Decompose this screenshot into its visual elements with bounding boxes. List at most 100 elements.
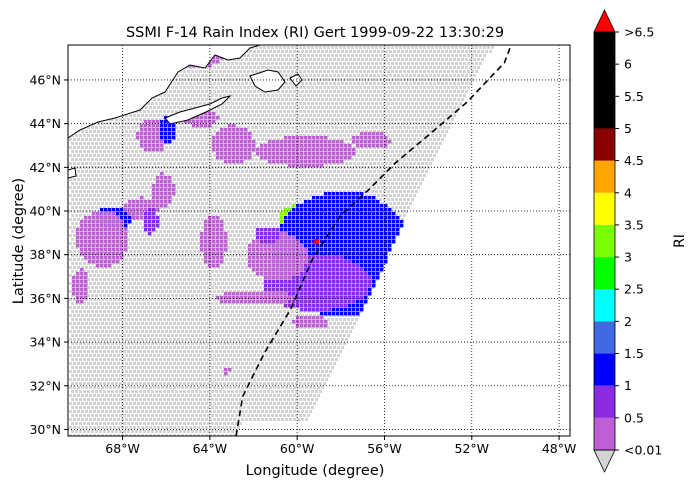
- swath-pixel: [359, 78, 362, 81]
- swath-pixel: [337, 154, 340, 157]
- swath-pixel: [203, 214, 206, 217]
- swath-pixel: [107, 126, 110, 129]
- swath-pixel: [343, 142, 346, 145]
- swath-pixel: [461, 90, 464, 93]
- swath-pixel: [279, 238, 282, 241]
- swath-pixel: [227, 174, 230, 177]
- swath-pixel: [169, 218, 172, 221]
- swath-pixel: [387, 206, 390, 209]
- swath-pixel: [275, 254, 278, 257]
- swath-pixel: [135, 222, 138, 225]
- swath-pixel: [297, 106, 300, 109]
- swath-pixel: [113, 154, 116, 157]
- swath-pixel: [79, 222, 82, 225]
- swath-pixel: [405, 130, 408, 133]
- swath-pixel: [307, 214, 310, 217]
- swath-pixel: [211, 190, 214, 193]
- swath-pixel: [247, 110, 250, 113]
- swath-pixel: [449, 66, 452, 69]
- swath-pixel: [99, 158, 102, 161]
- swath-pixel: [255, 62, 258, 65]
- swath-pixel: [185, 122, 188, 125]
- swath-pixel: [381, 250, 384, 253]
- swath-pixel: [363, 86, 366, 89]
- swath-pixel: [101, 154, 104, 157]
- swath-pixel: [95, 182, 98, 185]
- swath-pixel: [203, 126, 206, 129]
- swath-pixel: [437, 66, 440, 69]
- swath-pixel: [287, 118, 290, 121]
- swath-pixel: [79, 238, 82, 241]
- swath-pixel: [471, 46, 474, 49]
- swath-pixel: [341, 82, 344, 85]
- swath-pixel: [385, 138, 388, 141]
- swath-pixel: [93, 146, 96, 149]
- swath-pixel: [367, 110, 370, 113]
- swath-pixel: [475, 70, 478, 73]
- swath-pixel: [309, 106, 312, 109]
- swath-pixel: [89, 258, 92, 261]
- swath-pixel: [283, 238, 286, 241]
- swath-pixel: [205, 98, 208, 101]
- swath-pixel: [363, 62, 366, 65]
- swath-pixel: [259, 118, 262, 121]
- swath-pixel: [367, 174, 370, 177]
- swath-pixel: [149, 130, 152, 133]
- swath-pixel: [155, 142, 158, 145]
- swath-pixel: [185, 146, 188, 149]
- swath-pixel: [315, 70, 318, 73]
- swath-pixel: [407, 190, 410, 193]
- swath-pixel: [247, 150, 250, 153]
- swath-pixel: [377, 242, 380, 245]
- swath-pixel: [327, 246, 330, 249]
- swath-pixel: [335, 110, 338, 113]
- swath-pixel: [137, 226, 140, 229]
- swath-pixel: [431, 78, 434, 81]
- swath-pixel: [321, 82, 324, 85]
- swath-pixel: [283, 230, 286, 233]
- swath-pixel: [199, 174, 202, 177]
- swath-pixel: [385, 170, 388, 173]
- swath-pixel: [343, 70, 346, 73]
- swath-pixel: [227, 102, 230, 105]
- swath-pixel: [421, 90, 424, 93]
- swath-pixel: [349, 186, 352, 189]
- swath-pixel: [209, 74, 212, 77]
- swath-pixel: [235, 78, 238, 81]
- swath-pixel: [353, 130, 356, 133]
- swath-pixel: [403, 102, 406, 105]
- swath-pixel: [375, 70, 378, 73]
- swath-pixel: [131, 214, 134, 217]
- swath-pixel: [111, 238, 114, 241]
- swath-pixel: [99, 142, 102, 145]
- swath-pixel: [71, 198, 74, 201]
- swath-pixel: [195, 150, 198, 153]
- swath-pixel: [357, 66, 360, 69]
- swath-pixel: [357, 226, 360, 229]
- swath-pixel: [119, 142, 122, 145]
- swath-pixel: [367, 54, 370, 57]
- swath-pixel: [243, 70, 246, 73]
- swath-pixel: [181, 186, 184, 189]
- swath-pixel: [145, 194, 148, 197]
- swath-pixel: [87, 198, 90, 201]
- swath-pixel: [263, 230, 266, 233]
- swath-pixel: [205, 242, 208, 245]
- swath-pixel: [269, 130, 272, 133]
- swath-pixel: [75, 246, 78, 249]
- swath-pixel: [417, 106, 420, 109]
- swath-pixel: [241, 250, 244, 253]
- swath-pixel: [295, 198, 298, 201]
- swath-pixel: [301, 58, 304, 61]
- swath-pixel: [235, 190, 238, 193]
- swath-pixel: [151, 158, 154, 161]
- swath-pixel: [257, 138, 260, 141]
- swath-pixel: [291, 142, 294, 145]
- swath-pixel: [247, 158, 250, 161]
- swath-pixel: [183, 102, 186, 105]
- swath-pixel: [337, 202, 340, 205]
- swath-pixel: [237, 202, 240, 205]
- swath-pixel: [379, 150, 382, 153]
- swath-pixel: [341, 146, 344, 149]
- swath-pixel: [125, 250, 128, 253]
